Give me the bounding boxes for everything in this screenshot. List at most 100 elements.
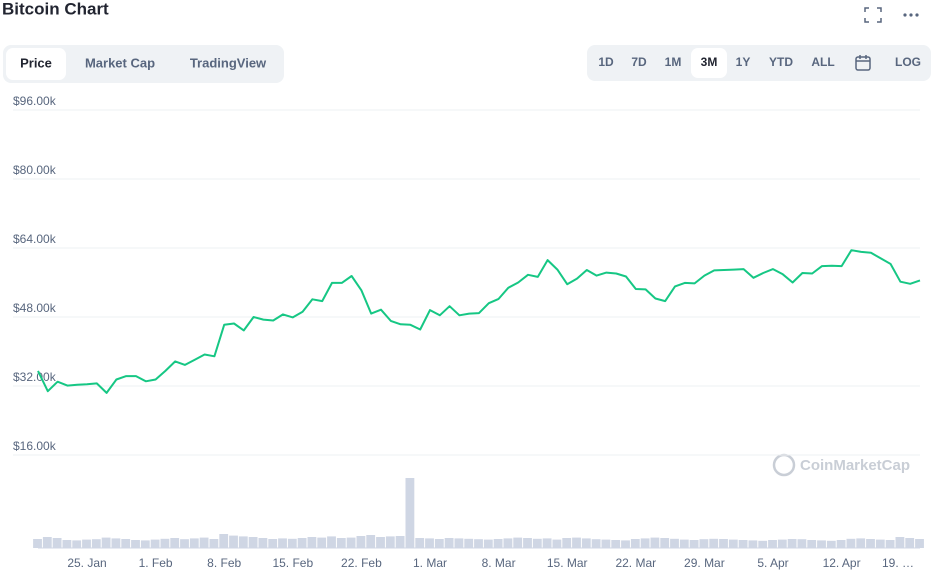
- volume-bar: [777, 539, 787, 548]
- volume-bar: [875, 539, 885, 548]
- volume-bar: [160, 538, 170, 548]
- active-tab: [6, 48, 66, 80]
- x-tick-label: 1. Mar: [413, 556, 447, 570]
- volume-bar: [572, 537, 581, 548]
- volume-bar: [660, 538, 670, 548]
- volume-bar: [895, 537, 905, 548]
- range-button[interactable]: YTD: [769, 55, 793, 69]
- calendar-icon[interactable]: [855, 55, 871, 71]
- volume-bar: [542, 538, 552, 548]
- watermark-logo: [772, 453, 796, 477]
- volume-bar: [640, 538, 650, 548]
- range-group: [587, 45, 931, 81]
- chart-title: Bitcoin Chart: [2, 0, 109, 18]
- x-tick-label: 8. Feb: [207, 556, 241, 570]
- volume-bar: [199, 537, 209, 548]
- volume-bar: [317, 537, 327, 548]
- volume-bar: [493, 539, 503, 548]
- volume-bar: [385, 536, 395, 548]
- range-button[interactable]: 1D: [598, 55, 614, 69]
- y-tick-label: $96.00k: [13, 94, 57, 108]
- volume-bar: [268, 539, 278, 548]
- volume-bar: [62, 540, 72, 548]
- volume-bar: [366, 535, 376, 548]
- range-button[interactable]: 1Y: [736, 55, 751, 69]
- volume-bar: [454, 538, 464, 548]
- volume-bar: [434, 539, 444, 548]
- log-button[interactable]: LOG: [895, 55, 921, 69]
- volume-bar: [758, 540, 768, 548]
- volume-bar: [405, 478, 415, 548]
- volume-bar: [650, 537, 660, 548]
- volume-bar: [189, 538, 199, 548]
- volume-bar: [91, 539, 101, 548]
- volume-bar: [444, 538, 454, 548]
- volume-bar: [513, 537, 523, 548]
- x-tick-label: 15. Feb: [272, 556, 313, 570]
- price-line: [37, 249, 921, 394]
- volume-bar: [287, 538, 297, 548]
- volume-bar: [356, 536, 366, 548]
- volume-bar: [807, 540, 817, 548]
- volume-bar: [474, 539, 483, 548]
- fullscreen-icon[interactable]: [864, 7, 882, 23]
- volume-bar: [464, 538, 474, 548]
- x-tick-label: 5. Apr: [757, 556, 788, 570]
- volume-bar: [229, 535, 238, 548]
- volume-bar: [719, 539, 728, 548]
- volume-bar: [278, 538, 287, 548]
- volume-bar: [836, 540, 846, 548]
- volume-bar: [425, 538, 434, 548]
- volume-bar: [709, 538, 719, 548]
- volume-bar: [728, 539, 738, 548]
- x-tick-label: 22. Feb: [341, 556, 382, 570]
- volume-bar: [738, 540, 748, 548]
- tab[interactable]: TradingView: [190, 55, 267, 70]
- volume-bar: [140, 540, 150, 548]
- tab[interactable]: Price: [20, 55, 52, 70]
- volume-bar: [52, 538, 62, 548]
- range-button[interactable]: 7D: [631, 55, 647, 69]
- volume-bar: [180, 539, 189, 548]
- x-tick-label: 19. …: [882, 556, 914, 570]
- volume-bar: [630, 539, 640, 548]
- x-tick-label: 29. Mar: [684, 556, 725, 570]
- volume-bar: [33, 539, 42, 548]
- y-tick-label: $80.00k: [13, 163, 57, 177]
- x-tick-label: 15. Mar: [547, 556, 588, 570]
- volume-bar: [826, 540, 836, 548]
- y-tick-label: $48.00k: [13, 301, 57, 315]
- volume-bar: [787, 539, 797, 548]
- range-button[interactable]: ALL: [811, 55, 834, 69]
- range-button[interactable]: 1M: [665, 55, 682, 69]
- x-tick-label: 22. Mar: [615, 556, 656, 570]
- volume-bar: [483, 539, 493, 548]
- volume-bar: [376, 537, 385, 548]
- more-icon[interactable]: [903, 13, 919, 17]
- volume-bar: [238, 536, 248, 548]
- range-button[interactable]: 3M: [701, 55, 718, 69]
- volume-bar: [42, 537, 52, 548]
- volume-bar: [258, 538, 268, 548]
- tab-group: [3, 45, 284, 83]
- volume-bar: [209, 539, 219, 548]
- volume-bar: [248, 537, 258, 548]
- x-tick-label: 25. Jan: [67, 556, 106, 570]
- volume-bar: [797, 539, 807, 548]
- volume-bar: [679, 539, 689, 548]
- volume-bar: [346, 537, 356, 548]
- volume-bar: [101, 537, 111, 548]
- volume-bar: [415, 538, 425, 548]
- active-range: [691, 48, 727, 78]
- volume-bar: [817, 540, 826, 548]
- volume-bar: [503, 538, 513, 548]
- volume-bar: [611, 540, 621, 548]
- volume-bar: [297, 538, 307, 548]
- y-tick-label: $16.00k: [13, 439, 57, 453]
- volume-bar: [856, 538, 866, 548]
- volume-bar: [846, 538, 856, 548]
- tab[interactable]: Market Cap: [85, 55, 155, 70]
- volume-bar: [748, 540, 758, 548]
